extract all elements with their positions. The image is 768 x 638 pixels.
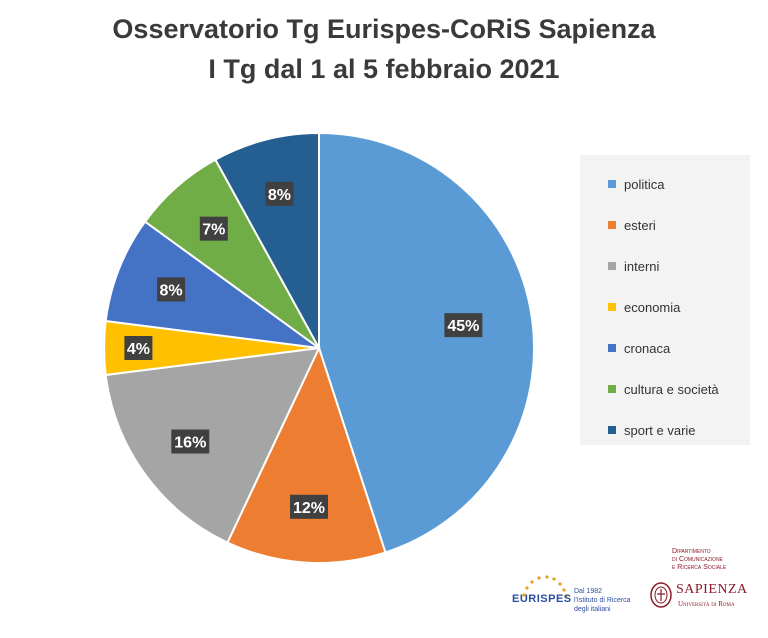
pie-slice-esteri [226, 345, 387, 564]
legend-item-cultura-e-societa: cultura e società [608, 380, 719, 398]
pie-slice-cronaca [104, 220, 320, 349]
legend-label: cronaca [624, 340, 671, 356]
data-label-sport-e-varie: 8% [265, 181, 294, 206]
sapienza-subtitle: Università di Roma [678, 600, 735, 608]
legend-swatch [608, 180, 616, 188]
data-label-esteri: 12% [290, 494, 329, 519]
legend-label: interni [624, 258, 660, 274]
eurispes-stars-icon [522, 575, 568, 598]
sapienza-seal-icon [650, 582, 672, 608]
legend-swatch [608, 385, 616, 393]
legend-swatch [608, 344, 616, 352]
svg-text:45%: 45% [447, 318, 479, 335]
sapienza-wordmark: SAPIENZA [676, 582, 748, 597]
legend-item-politica: politica [608, 175, 664, 193]
eurispes-wordmark: EURISPES [512, 593, 572, 605]
legend-swatch [608, 426, 616, 434]
chart-title: Osservatorio Tg Eurispes-CoRiS Sapienza [112, 14, 656, 44]
data-label-politica: 45% [444, 313, 483, 338]
legend-item-economia: economia [608, 298, 680, 316]
eurispes-logo: EURISPES Dal 1982 l'Istituto di Ricerca … [512, 575, 632, 625]
legend-swatch [608, 262, 616, 270]
svg-text:8%: 8% [268, 187, 291, 204]
legend-label: politica [624, 176, 665, 192]
legend-label: sport e varie [624, 422, 696, 438]
legend-item-sport-e-varie: sport e varie [608, 421, 696, 439]
data-label-cultura-e-societa: 7% [199, 216, 228, 241]
data-label-interni: 16% [171, 429, 210, 454]
chart-legend: politica esteri interni economia cronaca cult… [580, 155, 750, 445]
data-label-cronaca: 8% [157, 277, 186, 302]
legend-label: esteri [624, 217, 656, 233]
legend-item-interni: interni [608, 257, 659, 275]
chart-subtitle: I Tg dal 1 al 5 febbraio 2021 [208, 54, 560, 84]
svg-text:8%: 8% [160, 282, 183, 299]
legend-item-esteri: esteri [608, 216, 656, 234]
pie-slice-politica [318, 131, 535, 554]
svg-text:7%: 7% [202, 222, 225, 239]
data-label-economia: 4% [124, 336, 153, 360]
svg-text:4%: 4% [127, 341, 150, 358]
legend-item-cronaca: cronaca [608, 339, 670, 357]
svg-text:12%: 12% [293, 500, 325, 517]
sapienza-logo: Dipartimento di Comunicazione e Ricerca … [650, 548, 760, 628]
pie-slice-interni [104, 346, 321, 544]
legend-swatch [608, 303, 616, 311]
sapienza-department: Dipartimento di Comunicazione e Ricerca … [672, 548, 727, 571]
svg-text:16%: 16% [174, 435, 206, 452]
legend-swatch [608, 221, 616, 229]
legend-label: cultura e società [624, 381, 719, 397]
eurispes-tagline: Dal 1982 l'Istituto di Ricerca degli ita… [574, 588, 631, 613]
legend-label: economia [624, 299, 681, 315]
